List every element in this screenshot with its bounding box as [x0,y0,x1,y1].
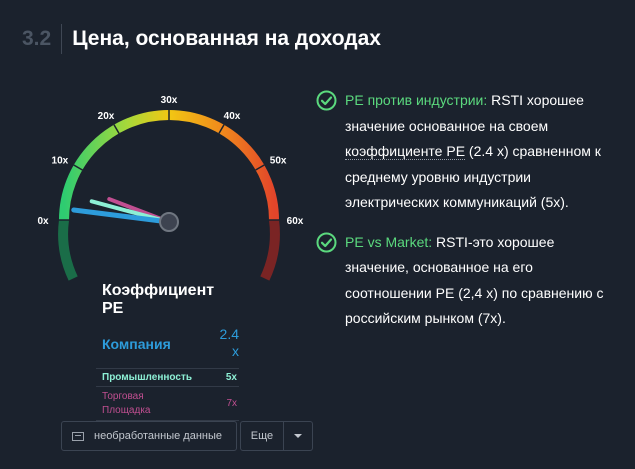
check-circle-icon [316,90,337,111]
gauge-tick [218,124,225,134]
button-group: необработанные данные Еще [61,421,313,451]
pe-stats-panel: Коэффициент PE Компания 2.4 x Промышленн… [96,282,239,421]
check-text: PE vs Market: RSTI-это хорошее значение,… [345,230,616,332]
raw-data-label: необработанные данные [94,430,222,442]
check-highlight: PE против индустрии: [345,92,488,108]
check-body: RSTI-это хорошее значение, основанное на… [345,233,604,327]
pe-ratio-title: Коэффициент PE [102,282,215,317]
gauge-tick [255,164,265,171]
section-header: 3.2 Цена, основанная на доходах [22,22,381,56]
company-value: 2.4 x [219,326,239,359]
table-icon [72,431,84,441]
check-circle-icon [316,232,337,252]
checks-list: PE против индустрии: RSTI хорошее значен… [316,88,616,346]
gauge-tick-label: 40x [224,111,241,122]
gauge-tick [113,124,120,134]
gauge-arc-lower-left [58,219,78,281]
gauge-tick-label: 20x [98,111,115,122]
gauge-tick [73,164,83,171]
chevron-down-icon [294,434,302,438]
gauge-tick-label: 30x [161,95,178,106]
industry-row: Промышленность 5x [96,368,239,386]
header-divider [61,24,63,54]
pe-ratio-link[interactable]: коэффициенте PE [345,143,466,160]
check-body: RSTI хорошее значение основанное на свое… [345,92,584,134]
company-row: Компания 2.4 x [96,326,239,362]
gauge-tick-label: 10x [52,156,69,167]
section-title: Цена, основанная на доходах [72,27,381,50]
gauge-arc-lower-right [260,219,280,281]
check-item: PE против индустрии: RSTI хорошее значен… [316,88,616,216]
raw-data-button[interactable]: необработанные данные [61,421,237,451]
market-value: 7x [226,398,237,409]
check-text: PE против индустрии: RSTI хорошее значен… [345,88,616,216]
pe-gauge: 0x 10x 20x 30x 40x 50x 60x [0,60,330,300]
company-label: Компания [102,336,171,352]
check-item: PE vs Market: RSTI-это хорошее значение,… [316,230,616,332]
gauge-tick-label: 60x [287,216,304,227]
company-needle [71,207,172,225]
check-body-rest: (2.4 x) сравненном к среднему уровню инд… [345,143,601,210]
gauge-tick-label: 0x [37,216,49,227]
market-row: Торговая Площадка 7x [96,386,239,421]
gauge-hub [159,212,179,232]
gauge-tick-label: 50x [270,156,287,167]
industry-label: Промышленность [102,372,192,383]
check-highlight: PE vs Market: [345,233,433,250]
pe-gauge-svg: 0x 10x 20x 30x 40x 50x 60x [37,95,304,281]
more-dropdown-button[interactable] [284,421,313,451]
more-button[interactable]: Еще [240,421,284,451]
market-label: Торговая Площадка [102,390,151,416]
section-number: 3.2 [22,27,52,50]
industry-value: 5x [225,372,237,383]
